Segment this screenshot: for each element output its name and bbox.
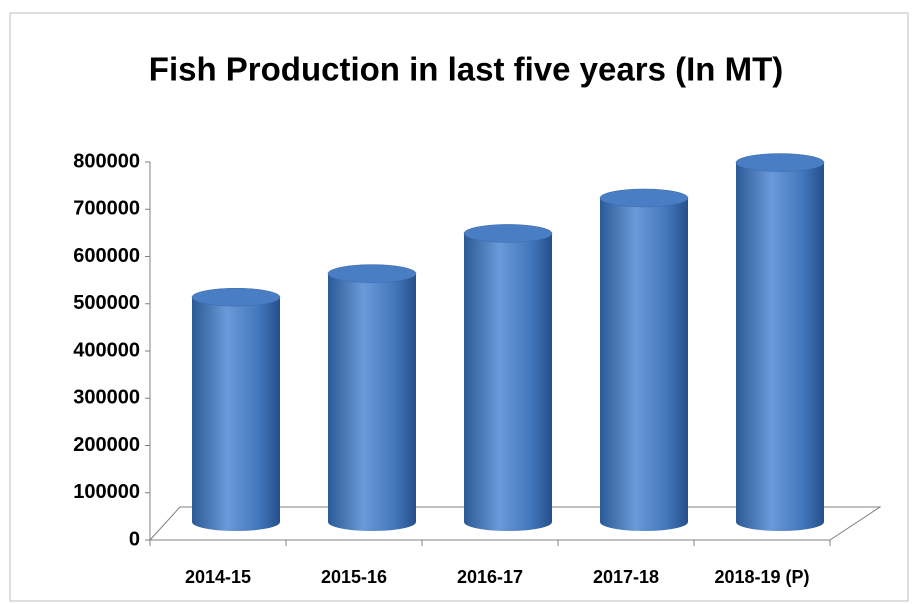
bar-top: [191, 287, 281, 307]
bar-top: [463, 224, 553, 243]
y-tick-label: 100000: [73, 481, 140, 503]
bar-top: [327, 264, 417, 283]
x-tick-label: 2018-19 (P): [714, 567, 809, 587]
x-tick-label: 2014-15: [185, 567, 251, 587]
bar-top: [599, 188, 689, 208]
y-tick-label: 300000: [73, 387, 140, 409]
y-tick-label: 600000: [73, 245, 140, 267]
y-tick-label: 200000: [73, 434, 140, 456]
bar: [328, 273, 416, 531]
bar: [736, 162, 824, 531]
bar-top: [735, 153, 825, 172]
y-tick-label: 400000: [73, 339, 140, 361]
bar: [464, 233, 552, 531]
y-tick-label: 0: [129, 528, 140, 550]
x-tick-label: 2016-17: [457, 567, 523, 587]
bar: [600, 197, 688, 531]
chart-title: Fish Production in last five years (In M…: [149, 51, 783, 88]
x-tick-label: 2015-16: [321, 567, 387, 587]
bar: [192, 297, 280, 531]
y-tick-label: 500000: [73, 292, 140, 314]
y-tick-label: 800000: [73, 150, 140, 172]
x-tick-label: 2017-18: [593, 567, 659, 587]
y-tick-label: 700000: [73, 198, 140, 220]
